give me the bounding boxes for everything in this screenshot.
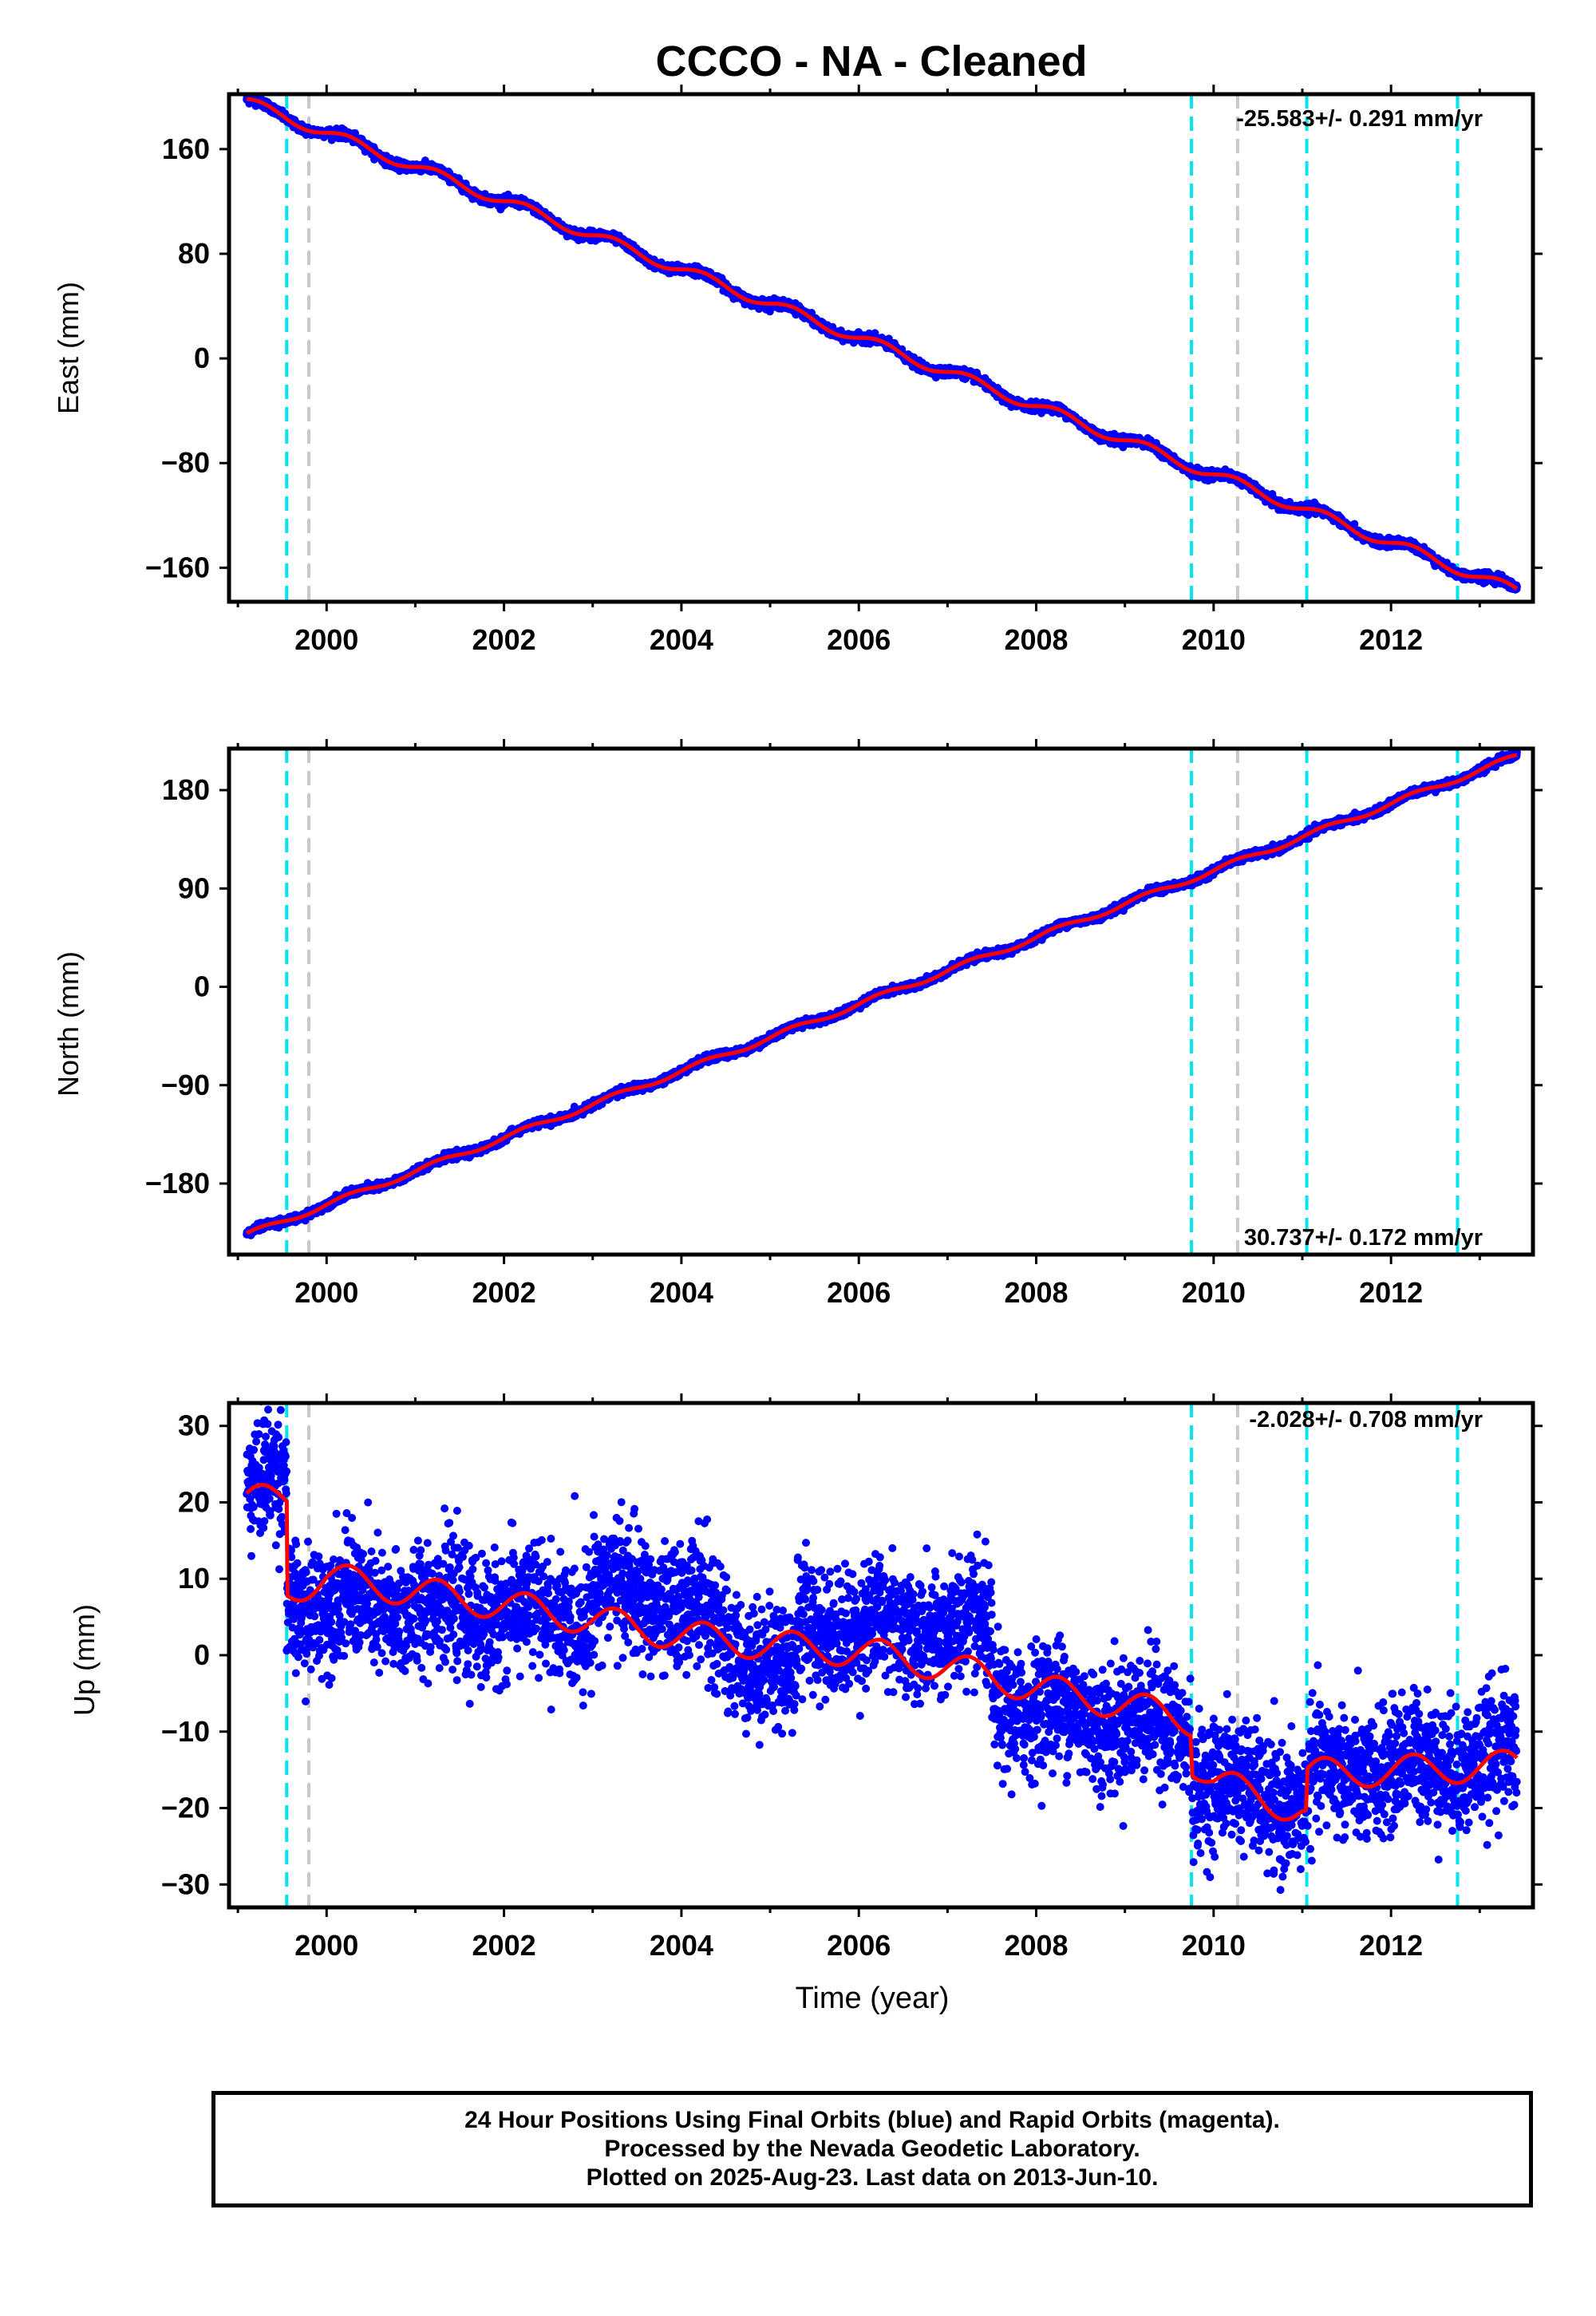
north-y-tick-label: 180: [162, 773, 210, 806]
up-y-tick-label: 20: [178, 1485, 210, 1518]
east-axis-label: East (mm): [52, 282, 85, 414]
up-x-tick-label: 2008: [1004, 1929, 1068, 1962]
north-x-tick-label: 2012: [1359, 1276, 1423, 1309]
east-x-tick-label: 2006: [827, 623, 891, 656]
east-x-tick-label: 2000: [294, 623, 358, 656]
up-y-tick-label: 10: [178, 1562, 210, 1595]
north-x-tick-label: 2004: [650, 1276, 713, 1309]
east-x-tick-label: 2012: [1359, 623, 1423, 656]
up-y-tick-label: −10: [161, 1715, 210, 1748]
east-x-tick-label: 2002: [472, 623, 536, 656]
up-data-points: [243, 1403, 1521, 1895]
east-y-tick-label: −160: [145, 551, 210, 583]
east-panel: East (mm) -25.583+/- 0.291 mm/yr 2000 200…: [52, 85, 1543, 656]
north-y-tick-label: 0: [194, 970, 210, 1003]
east-y-tick-label: 0: [194, 342, 210, 374]
up-plot-area: [243, 1403, 1521, 1907]
east-model-line: [246, 97, 1519, 591]
footer-box: 24 Hour Positions Using Final Orbits (bl…: [211, 2091, 1533, 2207]
up-y-tick-label: 30: [178, 1409, 210, 1442]
north-x-tick-label: 2006: [827, 1276, 891, 1309]
north-axis-label: North (mm): [52, 951, 85, 1097]
up-x-tick-label: 2004: [650, 1929, 713, 1962]
north-x-tick-label: 2008: [1004, 1276, 1068, 1309]
footer-line-2: Processed by the Nevada Geodetic Laborat…: [604, 2136, 1140, 2162]
up-model-line: [245, 1483, 1519, 1822]
east-plot-area: [243, 94, 1521, 602]
up-y-tick-label: −30: [161, 1867, 210, 1900]
up-x-tick-label: 2012: [1359, 1929, 1423, 1962]
east-y-tick-label: −80: [161, 446, 210, 479]
north-rate-label: 30.737+/- 0.172 mm/yr: [1244, 1225, 1483, 1251]
east-x-tick-label: 2010: [1182, 623, 1246, 656]
up-rate-label: -2.028+/- 0.708 mm/yr: [1249, 1407, 1483, 1433]
footer-line-3: Plotted on 2025-Aug-23. Last data on 201…: [586, 2164, 1159, 2191]
north-x-tick-label: 2000: [294, 1276, 358, 1309]
east-y-tick-label: 80: [178, 237, 210, 270]
up-y-tick-label: 0: [194, 1638, 210, 1671]
footer-line-1: 24 Hour Positions Using Final Orbits (bl…: [464, 2107, 1280, 2133]
north-y-tick-label: −90: [161, 1069, 210, 1101]
east-y-tick-label: 160: [162, 132, 210, 165]
up-panel: Up (mm) -2.028+/- 0.708 mm/yr Time (year…: [68, 1393, 1543, 2015]
up-axis-label: Up (mm): [68, 1604, 101, 1716]
up-x-tick-label: 2006: [827, 1929, 891, 1962]
north-x-tick-label: 2010: [1182, 1276, 1246, 1309]
north-frame: [227, 746, 1535, 1257]
up-y-tick-label: −20: [161, 1792, 210, 1824]
north-y-tick-label: 90: [178, 871, 210, 904]
east-x-tick-label: 2008: [1004, 623, 1068, 656]
north-x-tick-label: 2002: [472, 1276, 536, 1309]
east-rate-label: -25.583+/- 0.291 mm/yr: [1236, 106, 1483, 132]
time-axis-label: Time (year): [796, 1982, 950, 2015]
north-y-tick-label: −180: [145, 1167, 210, 1199]
chart-title: CCCO - NA - Cleaned: [655, 38, 1087, 85]
up-x-tick-label: 2000: [294, 1929, 358, 1962]
east-frame: [227, 92, 1535, 604]
up-x-tick-label: 2010: [1182, 1929, 1246, 1962]
north-plot-area: [243, 749, 1521, 1255]
north-panel: North (mm) 30.737+/- 0.172 mm/yr 2000 200…: [52, 739, 1543, 1309]
north-model-line: [246, 753, 1518, 1235]
east-x-tick-label: 2004: [650, 623, 713, 656]
up-x-tick-label: 2002: [472, 1929, 536, 1962]
